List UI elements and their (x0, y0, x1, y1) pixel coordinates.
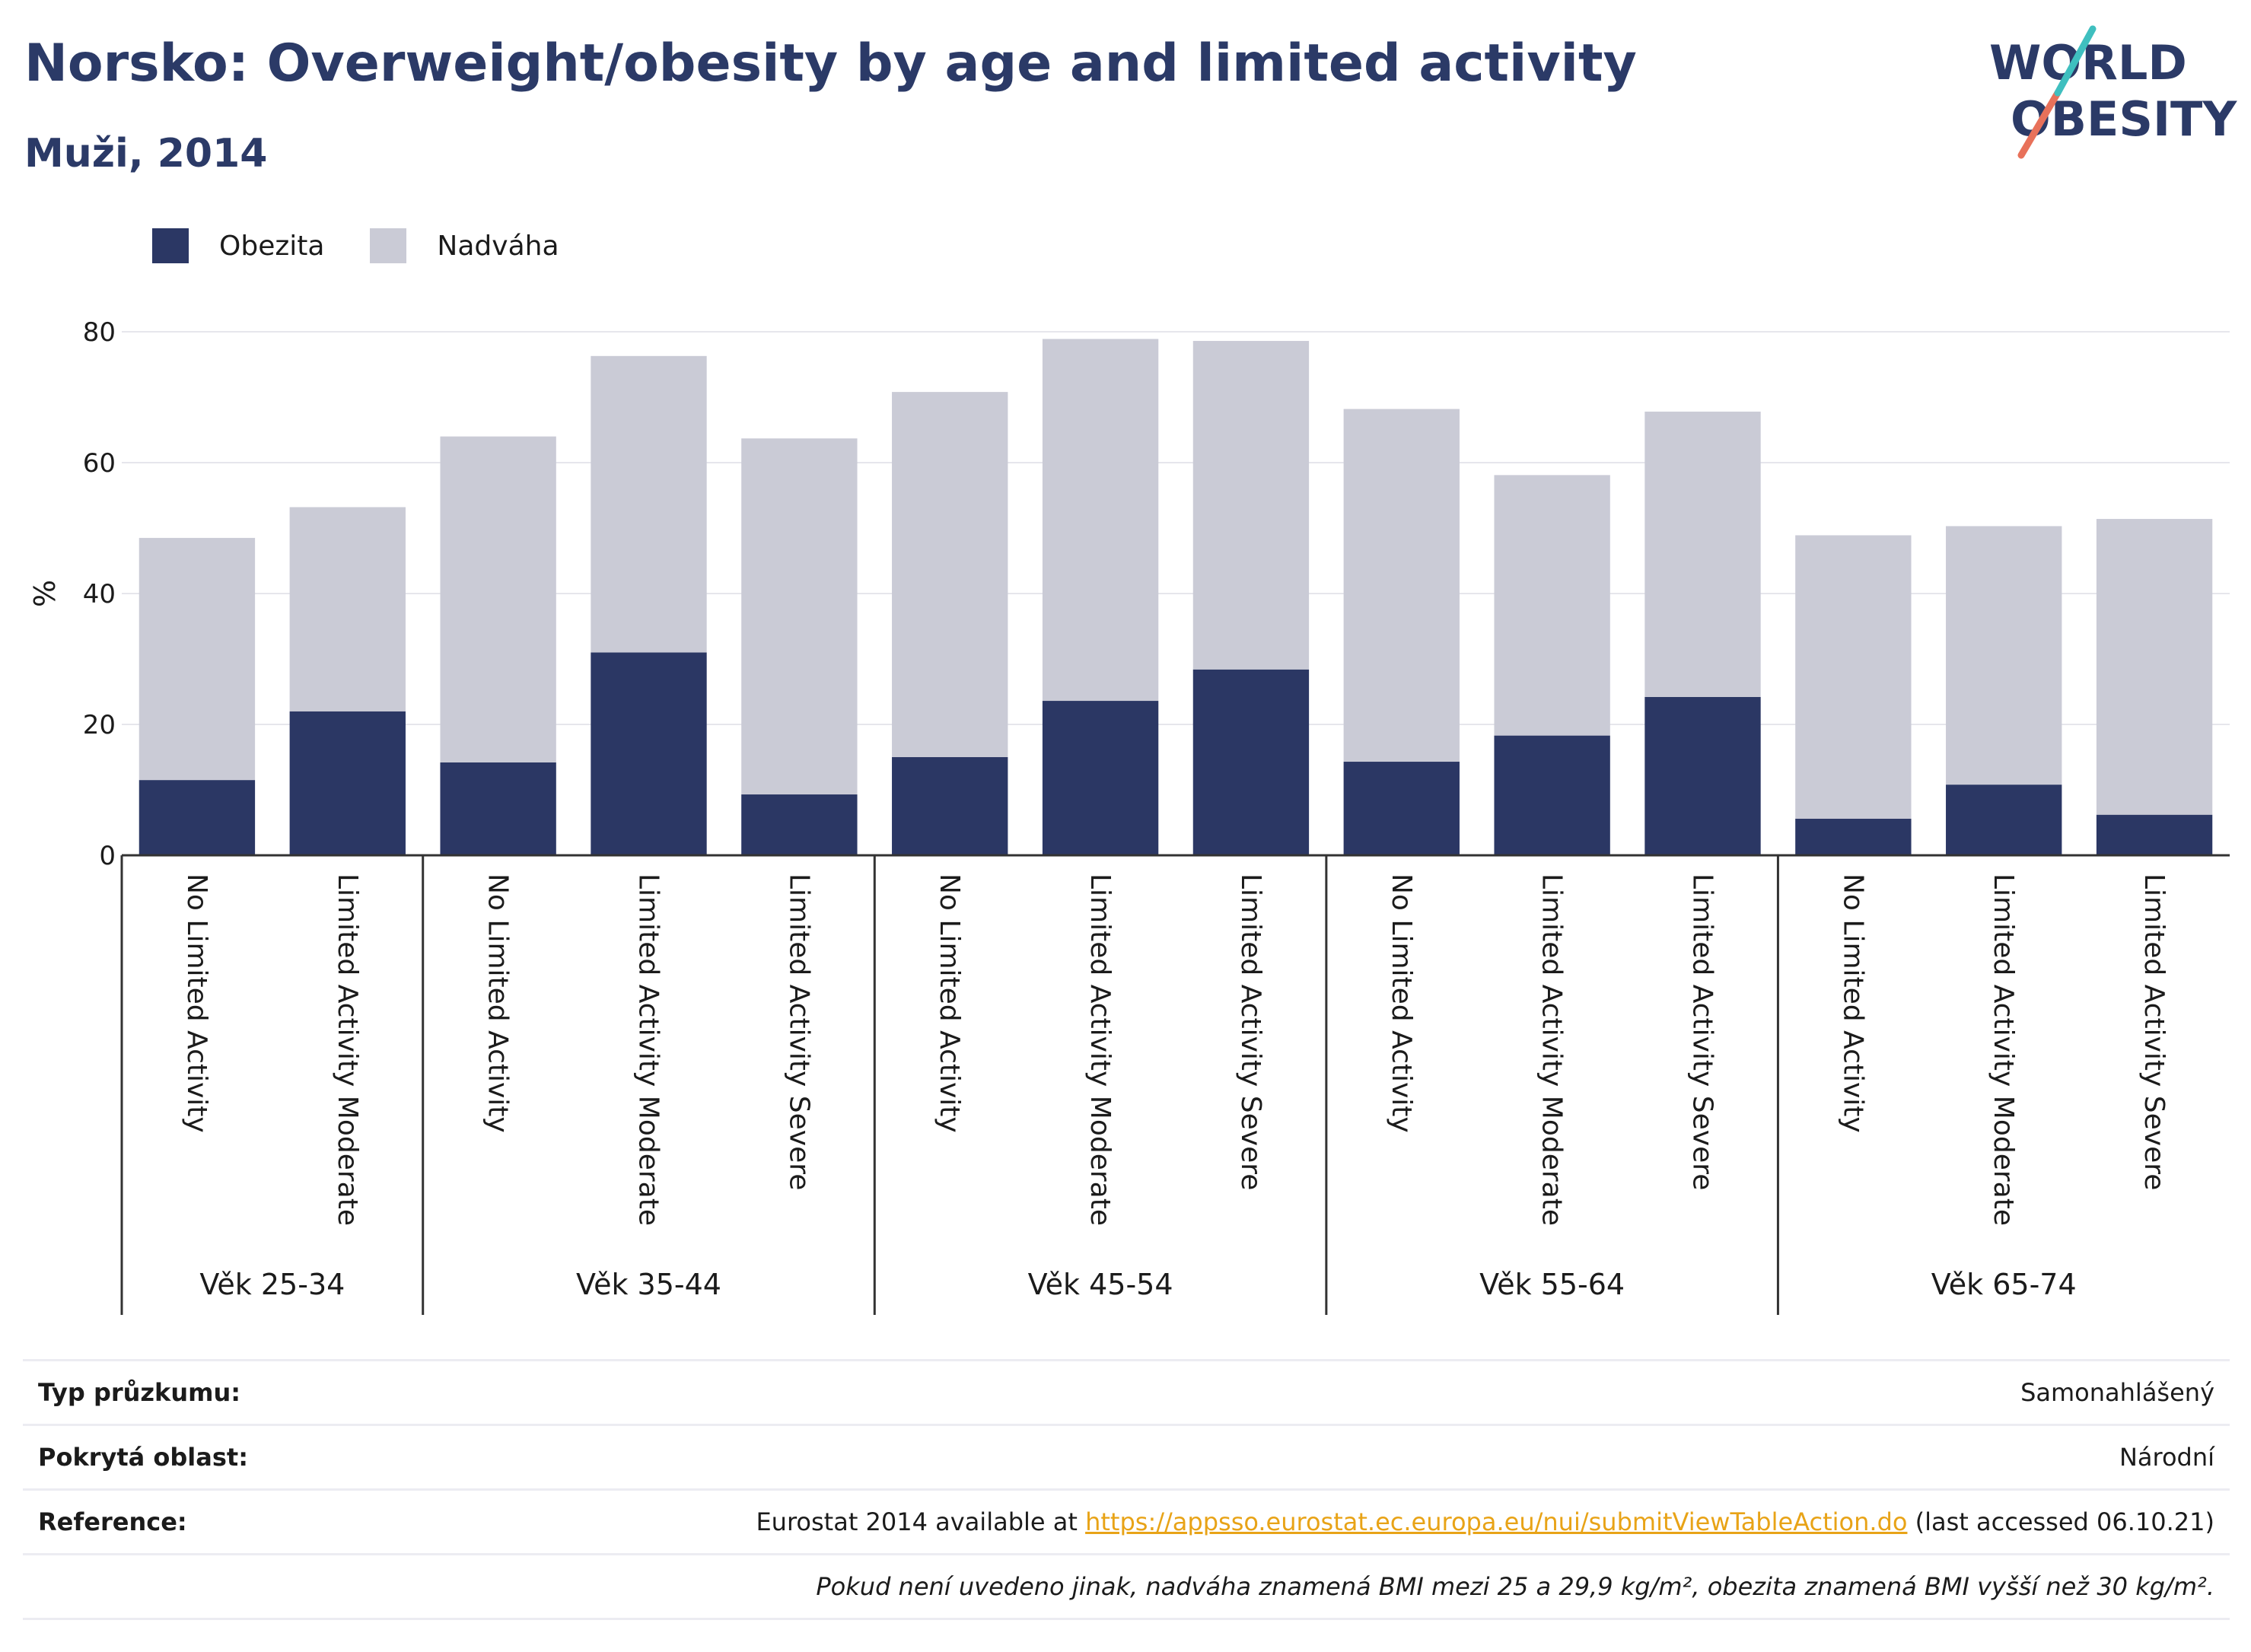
x-category-label: Limited Activity Moderate (1988, 874, 2019, 1226)
bar-nadvaha (138, 537, 256, 781)
survey-type-label: Typ průzkumu: (23, 1359, 510, 1425)
bar-nadvaha (1946, 526, 2062, 785)
x-category-label: Limited Activity Severe (1235, 874, 1266, 1190)
y-tick-label: 20 (83, 710, 116, 740)
legend-label-obezita: Obezita (219, 230, 325, 262)
x-category-label: Limited Activity Moderate (332, 874, 363, 1226)
bar-obezita (741, 794, 858, 855)
bar-nadvaha (2096, 518, 2213, 815)
legend-label-nadvaha: Nadváha (437, 230, 559, 262)
page-title: Norsko: Overweight/obesity by age and li… (24, 33, 1637, 94)
bar-nadvaha (440, 436, 556, 762)
reference-link[interactable]: https://appsso.eurostat.ec.europa.eu/nui… (1085, 1507, 1908, 1536)
legend-swatch-nadvaha (370, 228, 407, 263)
x-group-label: Věk 25-34 (199, 1268, 345, 1301)
x-category-label: Limited Activity Moderate (1536, 874, 1568, 1226)
legend-swatch-obezita (152, 228, 189, 263)
x-group-label: Věk 35-44 (576, 1268, 721, 1301)
x-category-label: No Limited Activity (181, 874, 212, 1133)
bar-chart: 0 20 40 60 80% No Limited Activity Limited Act… (28, 317, 2230, 1315)
bar-obezita (2096, 814, 2213, 855)
bar-obezita (1795, 818, 1912, 855)
x-category-label: Limited Activity Severe (2138, 874, 2170, 1190)
bar-nadvaha (741, 438, 858, 795)
bar-nadvaha (591, 355, 707, 653)
bar-obezita (289, 711, 406, 855)
legend-item-nadvaha[interactable]: Nadváha (370, 228, 559, 263)
bar-nadvaha (1042, 339, 1159, 702)
bar-nadvaha (892, 392, 1008, 757)
bar-obezita (1192, 669, 1310, 855)
bmi-note: Pokud není uvedeno jinak, nadváha znamen… (510, 1553, 2230, 1620)
x-category-label: No Limited Activity (1837, 874, 1868, 1133)
bar-obezita (892, 757, 1008, 855)
area-value: Národní (510, 1424, 2230, 1490)
area-label: Pokrytá oblast: (23, 1424, 510, 1490)
x-category-label: Limited Activity Severe (1687, 874, 1718, 1190)
y-tick-label: 80 (83, 317, 116, 348)
bar-nadvaha (1192, 341, 1310, 670)
note-spacer (23, 1553, 510, 1620)
x-group-label: Věk 45-54 (1028, 1268, 1173, 1301)
info-row-reference: Reference: Eurostat 2014 available at ht… (23, 1488, 2230, 1555)
y-tick-label: 60 (83, 448, 116, 479)
y-axis-label: % (28, 580, 62, 607)
y-tick-label: 40 (83, 579, 116, 610)
x-category-label: Limited Activity Moderate (1084, 874, 1116, 1226)
bar-nadvaha (1494, 475, 1610, 736)
bar-nadvaha (289, 507, 406, 711)
bar-obezita (591, 652, 707, 855)
bar-nadvaha (1795, 535, 1912, 819)
x-category-label: Limited Activity Severe (783, 874, 814, 1190)
bar-obezita (440, 762, 556, 855)
bar-nadvaha (1343, 409, 1460, 762)
survey-info-table: Typ průzkumu: Samonahlášený Pokrytá obla… (23, 1359, 2230, 1620)
bar-obezita (1494, 735, 1610, 855)
reference-label: Reference: (23, 1488, 510, 1555)
y-tick-label: 0 (99, 841, 116, 871)
x-group-label: Věk 65-74 (1931, 1268, 2077, 1301)
reference-suffix: (last accessed 06.10.21) (1907, 1507, 2214, 1536)
info-row-area: Pokrytá oblast: Národní (23, 1424, 2230, 1490)
bar-nadvaha (1644, 411, 1761, 697)
x-group-label: Věk 55-64 (1479, 1268, 1625, 1301)
x-category-label: No Limited Activity (934, 874, 965, 1133)
x-category-label: No Limited Activity (482, 874, 514, 1133)
bar-obezita (138, 780, 256, 855)
legend-item-obezita[interactable]: Obezita (152, 228, 324, 263)
bar-obezita (1042, 701, 1159, 855)
x-category-label: Limited Activity Moderate (633, 874, 664, 1226)
reference-value: Eurostat 2014 available at https://appss… (510, 1488, 2230, 1555)
chart-legend: Obezita Nadváha (152, 228, 605, 263)
bar-obezita (1343, 762, 1460, 855)
info-row-survey: Typ průzkumu: Samonahlášený (23, 1359, 2230, 1425)
logo-line2: OBESITY (2011, 91, 2237, 147)
bar-obezita (1946, 785, 2062, 855)
page-subtitle: Muži, 2014 (24, 131, 268, 177)
x-category-label: No Limited Activity (1386, 874, 1417, 1133)
reference-prefix: Eurostat 2014 available at (756, 1507, 1086, 1536)
world-obesity-logo: WORLD OBESITY (1989, 25, 2237, 159)
bar-obezita (1644, 696, 1761, 855)
info-row-note: Pokud není uvedeno jinak, nadváha znamen… (23, 1553, 2230, 1620)
survey-type-value: Samonahlášený (510, 1359, 2230, 1425)
